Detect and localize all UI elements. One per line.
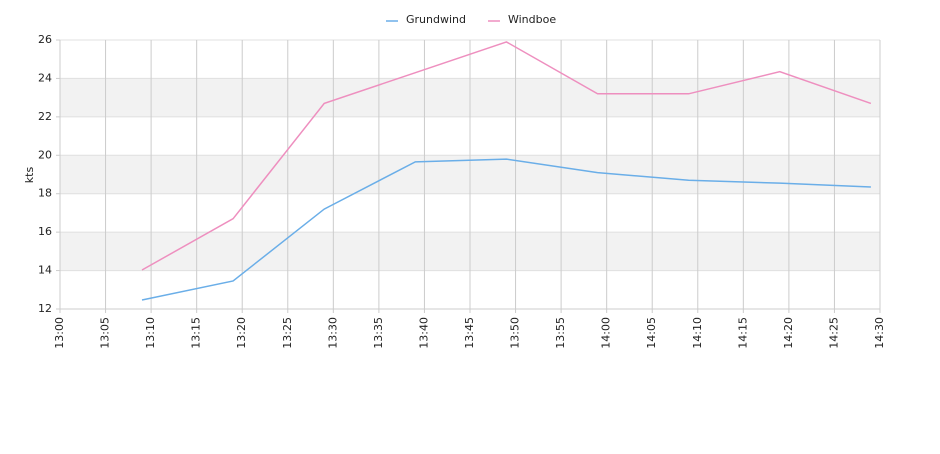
y-tick-label: 22: [38, 110, 52, 123]
series-line: [141, 158, 871, 301]
series-line: [141, 41, 872, 271]
y-tick-label: 24: [38, 71, 52, 84]
x-tick-label: 14:10: [691, 317, 704, 349]
y-tick-label: 12: [38, 302, 52, 315]
x-tick-label: 14:25: [827, 317, 840, 349]
x-tick-label: 13:25: [281, 317, 294, 349]
y-tick-label: 20: [38, 148, 52, 161]
x-tick-label: 14:20: [782, 317, 795, 349]
x-tick-label: 13:35: [372, 317, 385, 349]
x-tick-label: 14:05: [645, 317, 658, 349]
x-tick-label: 14:30: [873, 317, 886, 349]
x-tick-label: 13:20: [235, 317, 248, 349]
x-tick-label: 13:45: [463, 317, 476, 349]
x-tick-label: 14:15: [736, 317, 749, 349]
x-tick-label: 13:40: [417, 317, 430, 349]
y-tick-label: 26: [38, 33, 52, 46]
x-tick-label: 14:00: [600, 317, 613, 349]
x-tick-label: 13:10: [144, 317, 157, 349]
y-tick-label: 14: [38, 264, 52, 277]
x-tick-label: 13:15: [190, 317, 203, 349]
x-tick-label: 13:55: [554, 317, 567, 349]
y-tick-label: 16: [38, 225, 52, 238]
x-tick-label: 13:05: [99, 317, 112, 349]
x-tick-label: 13:00: [53, 317, 66, 349]
x-tick-label: 13:50: [509, 317, 522, 349]
y-tick-label: 18: [38, 187, 52, 200]
legend-label: Grundwind: [406, 13, 466, 26]
y-axis-label: kts: [23, 167, 36, 184]
legend-label: Windboe: [508, 13, 556, 26]
x-tick-label: 13:30: [326, 317, 339, 349]
